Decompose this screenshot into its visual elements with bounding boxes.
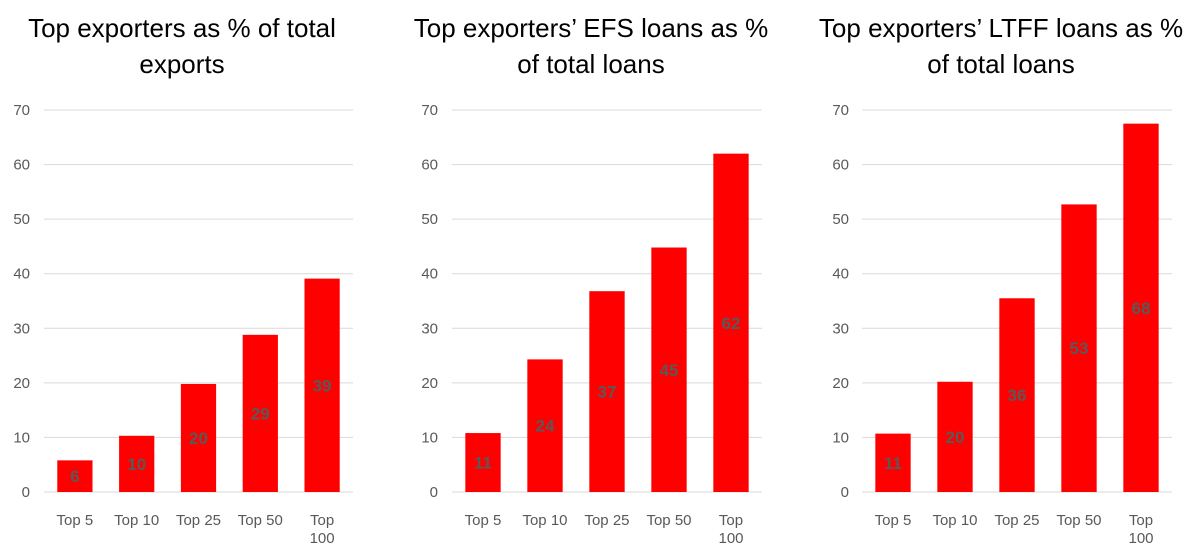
bar	[180, 383, 217, 492]
x-category-label: Top 10	[522, 512, 567, 529]
bar	[57, 460, 93, 492]
y-tick-label: 40	[832, 266, 849, 283]
data-label: 20	[946, 428, 965, 447]
x-category-label: Top 25	[584, 512, 629, 529]
y-tick-label: 70	[13, 102, 30, 119]
y-tick-label: 30	[13, 320, 30, 337]
y-tick-label: 0	[22, 484, 30, 501]
x-category-label: Top 5	[465, 512, 502, 529]
x-category-label: Top 10	[114, 512, 159, 529]
x-category-label: 100	[310, 530, 335, 547]
bar	[242, 334, 278, 492]
x-category-label: Top	[719, 512, 743, 529]
data-label: 11	[884, 454, 902, 473]
x-category-label: Top 25	[994, 512, 1039, 529]
y-tick-label: 50	[13, 211, 30, 228]
y-tick-label: 0	[841, 484, 849, 501]
bar	[119, 435, 155, 492]
y-tick-label: 60	[421, 157, 438, 174]
bar	[713, 153, 749, 492]
x-category-label: Top	[310, 512, 334, 529]
bar	[875, 433, 911, 492]
y-tick-label: 20	[421, 375, 438, 392]
y-tick-label: 50	[832, 211, 849, 228]
data-label: 53	[1070, 339, 1089, 358]
bar	[589, 291, 625, 492]
y-tick-label: 50	[421, 211, 438, 228]
chart-title: Top exporters as % of total	[28, 13, 336, 43]
chart-title: Top exporters’ EFS loans as %	[414, 13, 769, 43]
chart-title: exports	[139, 49, 224, 79]
x-category-label: Top 5	[875, 512, 912, 529]
y-tick-label: 10	[13, 429, 30, 446]
data-label: 29	[251, 404, 270, 423]
data-label: 62	[722, 314, 741, 333]
chart-title: Top exporters’ LTFF loans as %	[819, 13, 1183, 43]
bar	[304, 278, 340, 492]
y-tick-label: 30	[832, 320, 849, 337]
bar	[465, 433, 501, 492]
y-tick-label: 20	[832, 375, 849, 392]
x-category-label: Top	[1129, 512, 1153, 529]
data-label: 20	[189, 429, 208, 448]
data-label: 6	[70, 467, 79, 486]
x-category-label: Top 10	[932, 512, 977, 529]
x-category-label: Top 50	[238, 512, 283, 529]
bar	[937, 381, 973, 492]
y-tick-label: 40	[13, 266, 30, 283]
data-label: 10	[127, 455, 146, 474]
x-category-label: Top 25	[176, 512, 221, 529]
data-label: 11	[474, 454, 492, 473]
y-tick-label: 70	[832, 102, 849, 119]
y-tick-label: 40	[421, 266, 438, 283]
data-label: 24	[536, 417, 555, 436]
y-tick-label: 10	[421, 429, 438, 446]
y-tick-label: 10	[832, 429, 849, 446]
chart-panel-2: Top exporters’ EFS loans as % of total lo…	[414, 13, 769, 547]
y-tick-label: 20	[13, 375, 30, 392]
bar	[1123, 123, 1159, 493]
x-category-label: 100	[1128, 530, 1153, 547]
y-tick-label: 60	[832, 157, 849, 174]
bar	[999, 298, 1035, 492]
bar	[1061, 204, 1097, 492]
y-tick-label: 0	[430, 484, 438, 501]
bar	[651, 247, 687, 492]
data-label: 39	[313, 376, 332, 395]
data-label: 36	[1008, 386, 1027, 405]
x-category-label: Top 5	[57, 512, 94, 529]
chart-title: of total loans	[927, 49, 1074, 79]
chart-title: of total loans	[517, 49, 664, 79]
chart-panel-3: Top exporters’ LTFF loans as % of total l…	[819, 13, 1183, 547]
x-category-label: Top 50	[1056, 512, 1101, 529]
chart-panel-1: Top exporters as % of total exports 0 10 20 3…	[13, 13, 353, 547]
x-category-label: 100	[718, 530, 743, 547]
bar	[527, 359, 563, 492]
x-category-label: Top 50	[646, 512, 691, 529]
y-tick-label: 30	[421, 320, 438, 337]
data-label: 45	[660, 361, 679, 380]
data-label: 68	[1132, 299, 1151, 318]
y-tick-label: 60	[13, 157, 30, 174]
y-tick-label: 70	[421, 102, 438, 119]
data-label: 37	[598, 383, 617, 402]
